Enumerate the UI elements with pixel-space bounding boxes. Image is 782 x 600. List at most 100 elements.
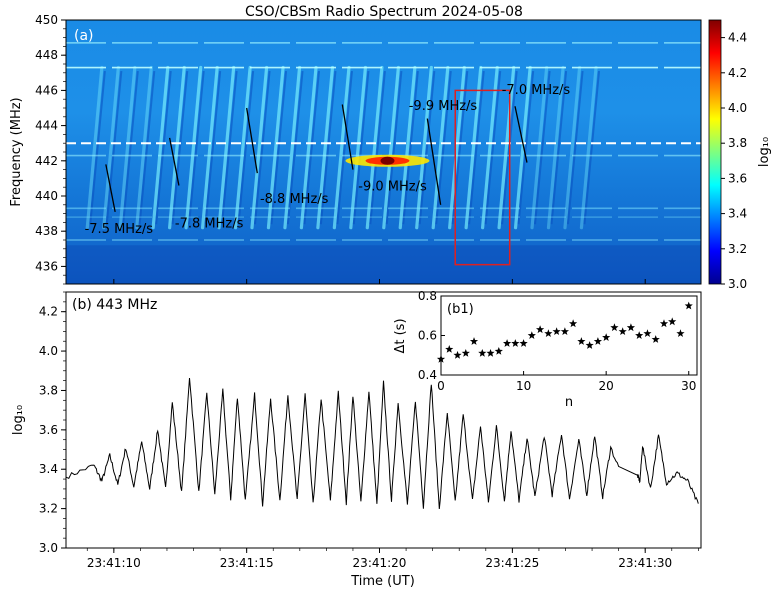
lightcurve-line xyxy=(66,377,699,510)
burst-gap xyxy=(105,70,123,225)
burst-stripe xyxy=(85,65,104,230)
burst-stripe xyxy=(118,65,137,230)
inset-x-label: n xyxy=(565,395,573,410)
burst-stripe xyxy=(250,65,269,230)
burst-gap xyxy=(155,70,172,225)
scatter-point xyxy=(478,349,487,357)
burst-gap xyxy=(468,70,485,225)
colorbar: 3.0 3.2 3.4 3.6 3.8 4.0 4.2 4.4 log₁₀ xyxy=(708,19,772,291)
burst-gap xyxy=(566,70,584,225)
y-tick-label: 3.2 xyxy=(39,502,58,516)
scatter-point xyxy=(593,337,602,345)
y-tick-label: 446 xyxy=(35,83,58,97)
burst-stripe xyxy=(217,65,236,230)
burst-gap xyxy=(253,70,271,225)
burst-stripe xyxy=(168,65,186,230)
scatter-point xyxy=(544,329,553,337)
burst-stripe xyxy=(233,65,252,230)
scatter-point xyxy=(602,333,611,341)
scatter-point xyxy=(585,341,594,349)
spectrum-image xyxy=(66,42,701,284)
y-tick-label: 448 xyxy=(35,48,58,62)
burst-stripe xyxy=(184,65,203,230)
scatter-point xyxy=(469,337,479,345)
burst-gap xyxy=(336,70,353,225)
lightcurve-series xyxy=(66,377,699,510)
inset-axes: 0 10 20 30 0.4 0.6 0.8 xyxy=(418,289,696,393)
burst-stripe xyxy=(299,65,318,230)
hotspot-peak xyxy=(380,156,395,165)
scatter-point xyxy=(503,339,512,347)
burst-gap xyxy=(402,70,419,225)
x-tick-label: 23:41:15 xyxy=(220,556,274,570)
colorbar-tick-label: 3.2 xyxy=(728,242,747,256)
scatter-point xyxy=(436,354,446,363)
inset-y-label: Δt (s) xyxy=(393,318,408,353)
x-tick-label: 23:41:25 xyxy=(485,556,539,570)
colorbar-tick-label: 3.4 xyxy=(728,207,747,221)
burst-gap xyxy=(286,70,304,225)
spectrum-y-axis: 436 438 440 442 444 446 448 450 xyxy=(35,13,646,285)
burst-gap xyxy=(270,70,288,225)
burst-stripe xyxy=(431,65,450,230)
burst-stripe xyxy=(497,65,516,230)
scatter-point xyxy=(577,337,586,345)
burst-stripe xyxy=(563,65,582,230)
x-tick-label: 23:41:20 xyxy=(353,556,407,570)
scatter-point xyxy=(519,339,528,347)
burst-stripe xyxy=(579,65,598,230)
y-tick-label: 436 xyxy=(35,259,58,273)
spectrum-y-label: Frequency (MHz) xyxy=(9,97,24,206)
y-tick-label: 3.8 xyxy=(39,383,58,397)
scatter-point xyxy=(643,329,652,337)
scatter-point xyxy=(618,327,627,335)
burst-gap xyxy=(171,70,189,225)
burst-gap xyxy=(534,70,551,225)
burst-gap xyxy=(303,70,321,225)
lightcurve-y-label: log₁₀ xyxy=(11,405,26,435)
burst-stripe xyxy=(415,65,433,230)
scatter-point xyxy=(511,339,520,347)
drift-rate-label: -8.8 MHz/s xyxy=(260,192,329,207)
drift-rate-line xyxy=(246,107,258,174)
burst-stripe xyxy=(200,65,219,230)
burst-gap xyxy=(583,70,601,225)
colorbar-tick-label: 4.4 xyxy=(728,31,747,45)
scatter-point xyxy=(552,327,561,335)
burst-gap xyxy=(418,70,436,225)
y-tick-label: 4.0 xyxy=(39,344,58,358)
burst-gap xyxy=(385,70,403,225)
burst-stripe xyxy=(349,65,368,230)
burst-stripe xyxy=(266,65,285,230)
scatter-point xyxy=(610,323,619,332)
burst-stripe xyxy=(135,65,153,230)
scatter-point xyxy=(494,347,503,355)
burst-gap xyxy=(550,70,568,225)
low-band xyxy=(66,245,701,284)
burst-gap xyxy=(517,70,535,225)
scatter-point xyxy=(536,325,545,334)
highlight-box xyxy=(454,89,511,266)
y-tick-label: 3.6 xyxy=(39,423,58,437)
drift-rate-label: -7.8 MHz/s xyxy=(175,217,244,232)
lightcurve-y-axis: 3.0 3.2 3.4 3.6 3.8 4.0 4.2 xyxy=(39,291,66,555)
drift-rate-label: -9.9 MHz/s xyxy=(409,99,478,114)
lightcurve-panel: 3.03.23.43.63.84.04.2 23:41:10 23:41:15 23… xyxy=(11,291,702,589)
inset-x-tick-label: 10 xyxy=(516,379,531,393)
drift-rate-line xyxy=(105,164,116,212)
scatter-point xyxy=(676,329,685,337)
drift-rate-line xyxy=(341,104,354,170)
lightcurve-x-axis: 23:41:10 23:41:15 23:41:20 23:41:25 23:41:30 xyxy=(87,548,699,570)
scatter-point xyxy=(635,331,644,339)
spectrum-panel: 436 438 440 442 444 446 448 450 (a) Frequency (… xyxy=(9,13,702,285)
colorbar-tick-label: 4.2 xyxy=(728,66,747,80)
burst-stripe xyxy=(151,65,170,230)
inset-y-tick-label: 0.8 xyxy=(418,289,437,303)
burst-gap xyxy=(237,70,255,225)
scatter-point xyxy=(453,350,462,359)
inset-x-tick-label: 30 xyxy=(681,379,696,393)
burst-gap xyxy=(89,70,106,225)
colorbar-tick-label: 4.0 xyxy=(728,101,747,115)
x-tick-label: 23:41:30 xyxy=(618,556,672,570)
